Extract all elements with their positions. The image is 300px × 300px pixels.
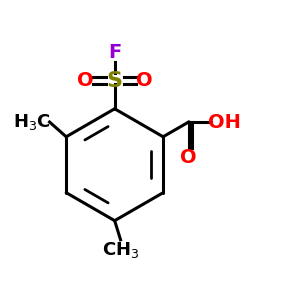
Text: F: F [108, 43, 121, 62]
Text: CH$_3$: CH$_3$ [102, 240, 139, 260]
Text: O: O [180, 148, 197, 167]
Text: H$_3$C: H$_3$C [13, 112, 51, 132]
Text: S: S [107, 71, 123, 91]
Text: OH: OH [208, 112, 240, 131]
Text: O: O [77, 71, 94, 90]
Text: O: O [136, 71, 152, 90]
